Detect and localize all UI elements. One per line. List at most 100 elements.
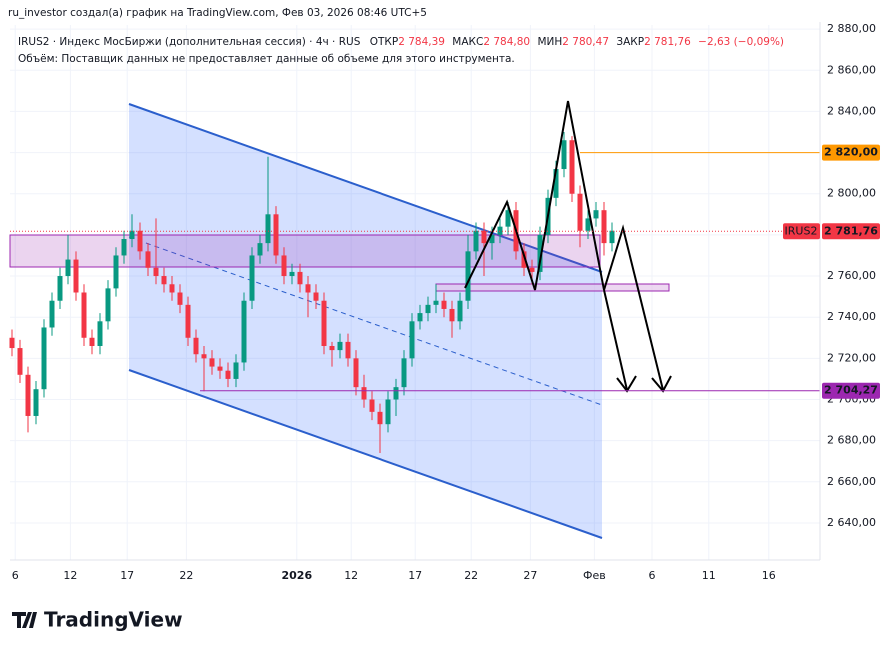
arrow-line	[603, 289, 628, 391]
candle	[273, 206, 279, 264]
candle	[161, 267, 167, 293]
candle-body	[345, 341, 351, 359]
y-tick-label: 2 760,00	[827, 269, 876, 282]
candle-body	[385, 399, 391, 425]
candle-body	[57, 276, 63, 301]
candle-body	[537, 234, 543, 272]
candle	[129, 214, 135, 248]
y-tick-label: 2 740,00	[827, 310, 876, 323]
candle-body	[145, 251, 151, 268]
candle	[337, 333, 343, 359]
candle-body	[65, 259, 71, 277]
candle	[393, 378, 399, 416]
candle-body	[393, 387, 399, 400]
candle-body	[33, 389, 39, 416]
candle	[329, 341, 335, 367]
candle-body	[81, 292, 87, 338]
open: 2 784,39	[398, 36, 445, 48]
channel-mid	[128, 236, 603, 406]
candle	[313, 284, 319, 309]
candle	[113, 247, 119, 297]
brand: TradingView	[44, 608, 183, 632]
brand-logo: TradingView	[12, 608, 183, 632]
candle	[465, 234, 471, 309]
candle	[145, 243, 151, 277]
candle	[321, 292, 327, 355]
candle-body	[105, 288, 111, 322]
x-tick-label: 17	[120, 569, 134, 582]
candle	[353, 350, 359, 396]
candle	[137, 222, 143, 260]
y-tick-label: 2 660,00	[827, 475, 876, 488]
candle	[217, 358, 223, 379]
author-line: ru_investor создал(а) график на TradingV…	[8, 7, 427, 19]
candle	[249, 247, 255, 309]
y-tick-label: 2 640,00	[827, 516, 876, 529]
candle	[281, 247, 287, 285]
candle	[457, 292, 463, 330]
candle-body	[593, 210, 599, 219]
high: 2 784,80	[483, 36, 530, 48]
candle	[177, 284, 183, 314]
candle	[257, 234, 263, 264]
x-tick-label: 11	[702, 569, 716, 582]
candle-body	[225, 370, 231, 379]
candle-body	[233, 362, 239, 379]
candle	[593, 201, 599, 227]
candle	[577, 185, 583, 248]
symbol-label: IRUS2	[785, 224, 818, 237]
candle-body	[273, 214, 279, 256]
candle	[225, 362, 231, 388]
candle-body	[73, 259, 79, 293]
candle	[385, 391, 391, 433]
candle-body	[193, 337, 199, 355]
candle-body	[49, 300, 55, 328]
legend-line: IRUS2 · Индекс МосБиржи (дополнительная …	[18, 36, 784, 48]
symbol: IRUS2 · Индекс МосБиржи (дополнительная …	[18, 36, 361, 48]
price-label-box	[822, 382, 880, 399]
change: −2,63 (−0,09%)	[698, 36, 784, 48]
candle	[449, 300, 455, 338]
x-tick-label: 17	[408, 569, 422, 582]
x-tick-label: 27	[523, 569, 537, 582]
candle	[369, 391, 375, 421]
candle-body	[417, 313, 423, 322]
price-label-box	[822, 144, 880, 161]
candle-body	[257, 243, 263, 256]
candle	[425, 296, 431, 322]
candle	[17, 339, 23, 384]
candle	[153, 218, 159, 285]
candle	[209, 350, 215, 375]
candle-body	[521, 251, 527, 268]
x-tick-label: 22	[464, 569, 478, 582]
candle	[601, 201, 607, 256]
y-tick-label: 2 840,00	[827, 104, 876, 117]
logo-mark	[12, 612, 37, 628]
candle	[169, 276, 175, 301]
candle	[89, 329, 95, 355]
candle	[233, 354, 239, 388]
candle-body	[137, 230, 143, 252]
candle-body	[313, 292, 319, 301]
y-tick-label: 2 800,00	[827, 187, 876, 200]
candle-body	[473, 230, 479, 252]
candle-body	[609, 230, 615, 244]
candle-body	[161, 276, 167, 285]
candle-body	[265, 214, 271, 244]
candle	[297, 263, 303, 293]
candle	[41, 319, 47, 398]
candle	[97, 313, 103, 355]
close: 2 781,76	[644, 36, 691, 48]
candle-body	[241, 300, 247, 363]
candle-body	[129, 230, 135, 239]
candle	[201, 346, 207, 392]
candle	[361, 374, 367, 408]
candle-body	[41, 327, 47, 390]
candle-body	[601, 210, 607, 244]
candle	[433, 284, 439, 314]
y-tick-label: 2 680,00	[827, 434, 876, 447]
candle	[441, 292, 447, 318]
candle	[585, 210, 591, 239]
candle-body	[321, 300, 327, 346]
candle-body	[361, 387, 367, 400]
